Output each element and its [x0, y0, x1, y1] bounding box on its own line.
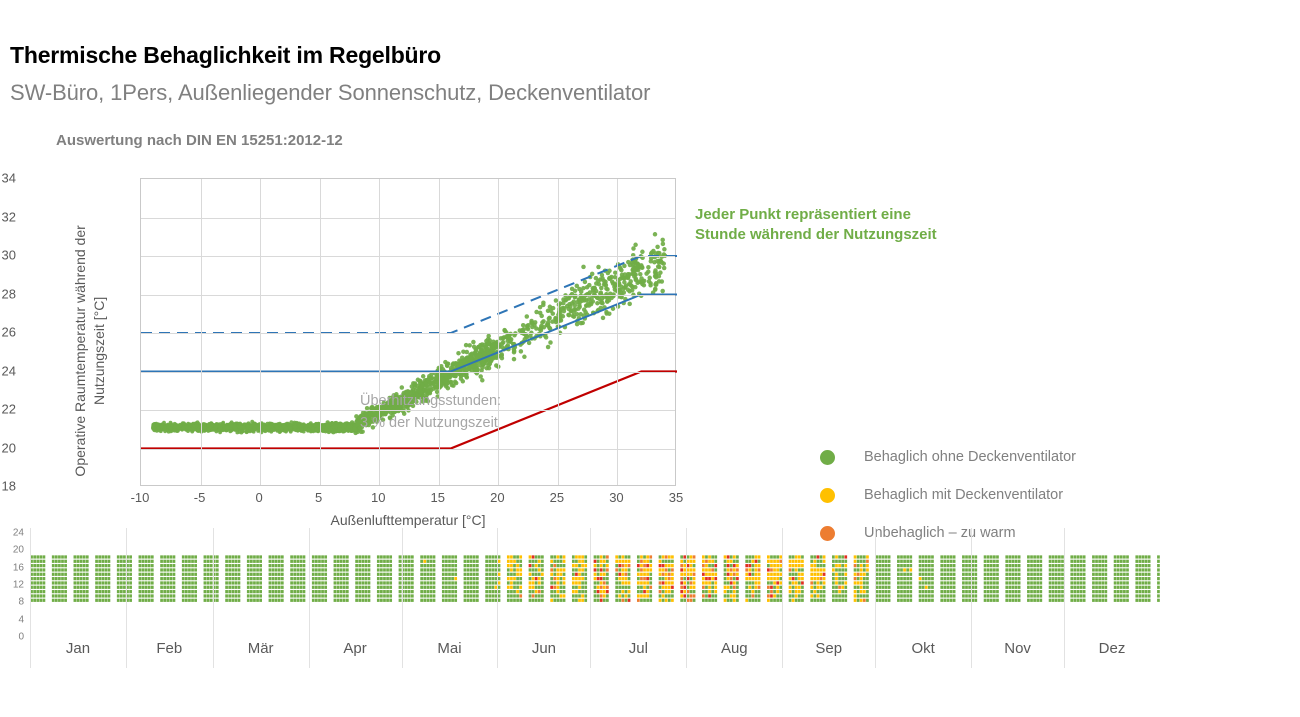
carpet-month-label: Nov: [1004, 640, 1031, 657]
month-separator: [1064, 528, 1066, 668]
gridline-horizontal: [141, 256, 675, 257]
month-separator: [497, 528, 499, 668]
x-axis-tick-label: 25: [549, 490, 565, 505]
carpet-y-tick-label: 0: [18, 631, 24, 643]
y-axis-tick-label: 30: [1, 247, 16, 263]
month-separator: [971, 528, 973, 668]
legend-item[interactable]: Unbehaglich – zu warm: [820, 514, 1076, 552]
y-axis-tick-label: 22: [1, 401, 16, 417]
scatter-canvas: [141, 232, 677, 450]
point-meaning-line-1: Jeder Punkt repräsentiert eine: [695, 206, 911, 223]
circle-icon: [820, 525, 835, 541]
carpet-y-tick-label: 24: [12, 527, 24, 539]
carpet-left-axis-line: [30, 528, 31, 668]
carpet-y-tick-label: 12: [12, 579, 24, 591]
gridline-horizontal: [141, 448, 675, 450]
chart-legend: Behaglich ohne Deckenventilator Behaglich…: [820, 438, 1076, 552]
adaptive-comfort-scatter-chart: Operative Raumtemperatur während der Nut…: [0, 160, 700, 535]
y-axis-tick-label: 28: [1, 286, 16, 301]
circle-icon: [820, 449, 835, 465]
point-meaning-line-2: Stunde während der Nutzungszeit: [695, 226, 937, 244]
x-axis-tick-label: 15: [430, 490, 445, 505]
x-axis-tick-label: -5: [193, 490, 206, 505]
carpet-month-label: Jul: [628, 640, 648, 657]
page-subtitle: SW-Büro, 1Pers, Außenliegender Sonnensch…: [10, 80, 651, 105]
month-separator: [590, 528, 592, 668]
carpet-plot-area: [30, 533, 1160, 651]
legend-item-label: Unbehaglich – zu warm: [864, 525, 1016, 541]
gridline-horizontal: [141, 371, 675, 373]
carpet-month-label: Mär: [247, 640, 274, 657]
y-axis-tick-label: 20: [1, 440, 16, 455]
gridline-horizontal: [141, 294, 675, 296]
x-axis-tick-label: 30: [609, 490, 624, 505]
y-axis-tick-label: 26: [1, 324, 16, 340]
x-axis-tick-label: 5: [315, 490, 323, 505]
overheating-line-2: 3 % der Nutzungszeit: [360, 414, 498, 431]
month-separator: [308, 528, 310, 668]
gridline-horizontal: [141, 333, 675, 334]
carpet-month-label: Apr: [343, 640, 367, 657]
carpet-month-label: Feb: [156, 640, 183, 657]
scatter-points: [151, 232, 668, 436]
x-axis-tick-label: 10: [370, 490, 386, 505]
carpet-month-label: Mai: [437, 640, 462, 657]
gridline-vertical: [379, 179, 381, 485]
y-axis-tick-label: 18: [1, 478, 16, 494]
carpet-month-label: Sep: [815, 640, 843, 657]
carpet-y-tick-label: 20: [12, 544, 24, 556]
annual-hours-carpet-chart: 0 4 8 12 16 20 24 Jan Feb Mär Apr Mai Jun Jul Aug Sep O…: [0, 528, 1300, 678]
carpet-y-tick-label: 16: [12, 562, 24, 574]
x-axis-title: Außenlufttemperatur [°C]: [330, 512, 486, 528]
month-separator: [401, 528, 403, 668]
gridline-horizontal: [141, 410, 675, 411]
carpet-cells: [30, 555, 1160, 602]
y-axis-tick-label: 24: [1, 363, 16, 378]
month-separator: [125, 528, 127, 668]
y-axis-tick-label: 34: [1, 170, 16, 186]
carpet-month-label: Jan: [65, 640, 91, 657]
gridline-vertical: [200, 179, 202, 485]
circle-icon: [820, 487, 835, 503]
month-separator: [212, 528, 214, 668]
carpet-y-tick-label: 4: [18, 614, 24, 626]
x-axis-tick-label: 35: [668, 490, 684, 505]
gridline-vertical: [319, 179, 321, 485]
legend-item-label: Behaglich ohne Deckenventilator: [864, 449, 1076, 465]
carpet-month-label: Okt: [911, 640, 935, 657]
gridline-vertical: [617, 179, 619, 485]
y-axis-tick-label: 32: [1, 209, 16, 224]
gridline-vertical: [498, 179, 500, 485]
overheating-line-1: Überhitzungsstunden:: [360, 393, 502, 409]
legend-item-label: Behaglich mit Deckenventilator: [864, 487, 1064, 503]
carpet-month-label: Aug: [720, 640, 748, 657]
carpet-month-label: Jun: [531, 640, 556, 657]
carpet-month-label: Dez: [1098, 640, 1126, 657]
carpet-y-tick-label: 8: [18, 596, 24, 608]
legend-item[interactable]: Behaglich ohne Deckenventilator: [820, 438, 1076, 476]
x-axis-tick-label: -10: [130, 490, 150, 505]
x-axis-tick-label: 0: [255, 490, 263, 505]
legend-item[interactable]: Behaglich mit Deckenventilator: [820, 476, 1076, 514]
carpet-canvas: [30, 555, 1160, 602]
norm-reference-label: Auswertung nach DIN EN 15251:2012-12: [56, 132, 343, 149]
gridline-vertical: [438, 179, 440, 485]
x-axis-tick-label: 20: [490, 490, 505, 505]
gridline-horizontal: [141, 217, 675, 219]
point-meaning-annotation: Jeder Punkt repräsentiert eine Stunde wä…: [695, 205, 937, 246]
month-separator: [686, 528, 688, 668]
gridline-vertical: [557, 179, 559, 485]
y-axis-title: Operative Raumtemperatur während der Nut…: [72, 225, 107, 477]
gridline-vertical: [260, 179, 262, 485]
overheating-annotation: Überhitzungsstunden: 3 % der Nutzungszei…: [360, 391, 501, 435]
page-title: Thermische Behaglichkeit im Regelbüro: [10, 42, 441, 68]
month-separator: [782, 528, 784, 668]
month-separator: [875, 528, 877, 668]
plot-area: [140, 178, 677, 486]
